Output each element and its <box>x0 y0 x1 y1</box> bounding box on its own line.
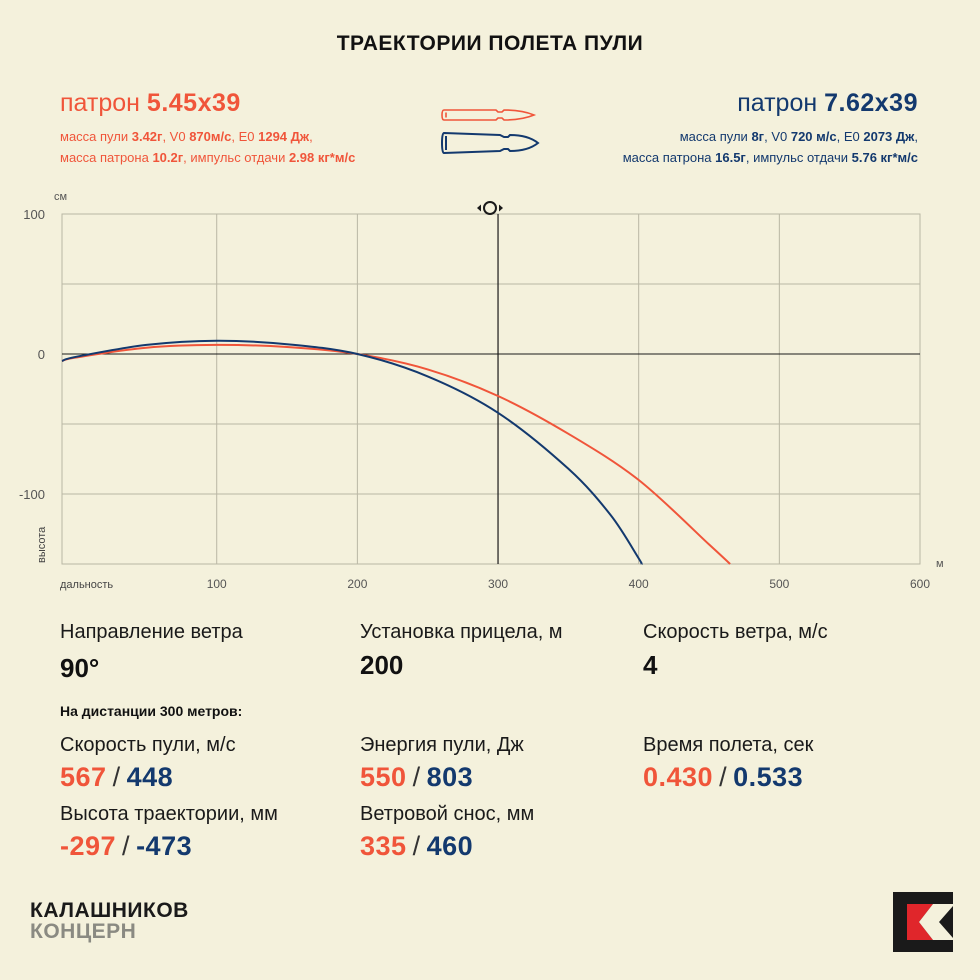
plot-area <box>61 213 921 565</box>
trajectory-line-762 <box>61 339 643 565</box>
trajectory-line-545 <box>61 343 731 565</box>
trajectory-chart: 100 200 300 400 500 600 100 0 -100 см м дальност… <box>19 191 944 591</box>
ammo-545-block: патрон 5.45x39 масса пули 3.42г, V0 870м… <box>60 88 355 168</box>
tick-labels: 100 200 300 400 500 600 100 0 -100 <box>19 207 930 591</box>
y-tick-label-100: 100 <box>23 207 45 222</box>
speed-value-762: 448 <box>126 762 174 792</box>
y-unit-label: см <box>54 191 67 203</box>
cartridge-762-icon <box>440 131 540 155</box>
height-values: -297/-473 <box>60 831 192 862</box>
drift-value-762: 460 <box>426 831 474 861</box>
x-tick-label-100: 100 <box>207 577 227 591</box>
separator: / <box>719 762 728 792</box>
separator: / <box>412 762 421 792</box>
x-tick-label-500: 500 <box>769 577 789 591</box>
ammo-762-specs: масса пули 8г, V0 720 м/с, E0 2073 Дж, м… <box>623 126 918 168</box>
page-title: ТРАЕКТОРИИ ПОЛЕТА ПУЛИ <box>336 32 644 55</box>
ammo-545-spec-line2: масса патрона 10.2г, импульс отдачи 2.98… <box>60 150 356 165</box>
separator: / <box>412 831 421 861</box>
x-tick-label-300: 300 <box>488 577 508 591</box>
time-value-545: 0.430 <box>643 762 714 792</box>
height-value-545: -297 <box>60 831 117 861</box>
speed-value-545: 567 <box>60 762 107 792</box>
energy-values: 550/803 <box>360 762 473 793</box>
sight-setting-label: Установка прицела, м <box>360 621 563 643</box>
x-axis-label: дальность <box>60 579 113 591</box>
target-marker-icon <box>477 201 503 215</box>
speed-values: 567/448 <box>60 762 173 793</box>
brand-wordmark: КАЛАШНИКОВ КОНЦЕРН <box>30 900 189 942</box>
cartridge-545-icon <box>441 109 537 121</box>
x-tick-label-600: 600 <box>910 577 930 591</box>
y-tick-label--100: -100 <box>19 487 45 502</box>
ammo-545-title: патрон 5.45x39 <box>60 88 355 118</box>
series-layer <box>61 339 731 565</box>
ammo-762-spec-line2: масса патрона 16.5г, импульс отдачи 5.76… <box>622 150 918 165</box>
height-value-762: -473 <box>136 831 193 861</box>
sight-setting-value: 200 <box>360 650 404 680</box>
wind-direction-value: 90° <box>60 653 100 683</box>
drift-label: Ветровой снос, мм <box>360 803 535 825</box>
energy-label: Энергия пули, Дж <box>360 734 524 756</box>
y-tick-label-0: 0 <box>38 347 45 362</box>
kalashnikov-logo-icon <box>893 892 953 952</box>
cartridges-icon-group <box>440 109 540 155</box>
separator: / <box>122 831 131 861</box>
ammo-762-prefix: патрон <box>737 89 818 117</box>
drift-values: 335/460 <box>360 831 473 862</box>
height-label: Высота траектории, мм <box>60 803 278 825</box>
x-tick-label-200: 200 <box>347 577 367 591</box>
ammo-762-title: патрон 7.62x39 <box>623 88 918 118</box>
brand-line1: КАЛАШНИКОВ <box>30 899 189 922</box>
ammo-545-prefix: патрон <box>60 89 140 117</box>
grid-horizontal <box>62 283 920 495</box>
x-tick-label-400: 400 <box>629 577 649 591</box>
ammo-762-block: патрон 7.62x39 масса пули 8г, V0 720 м/с… <box>623 88 918 168</box>
ammo-545-spec-line1: масса пули 3.42г, V0 870м/с, E0 1294 Дж, <box>60 129 313 144</box>
time-label: Время полета, сек <box>643 734 814 756</box>
ammo-762-spec-line1: масса пули 8г, V0 720 м/с, E0 2073 Дж, <box>679 129 918 144</box>
drift-value-545: 335 <box>360 831 407 861</box>
speed-label: Скорость пули, м/с <box>60 734 236 756</box>
ammo-762-name: 7.62x39 <box>824 89 918 117</box>
time-values: 0.430/0.533 <box>643 762 803 793</box>
y-axis-label: высота <box>36 526 48 563</box>
wind-speed-label: Скорость ветра, м/с <box>643 621 828 643</box>
x-unit-label: м <box>936 558 944 570</box>
distance-note: На дистанции 300 метров: <box>60 703 243 719</box>
ammo-545-specs: масса пули 3.42г, V0 870м/с, E0 1294 Дж,… <box>60 126 355 168</box>
ammo-545-name: 5.45x39 <box>146 89 241 117</box>
time-value-762: 0.533 <box>733 762 804 792</box>
wind-direction-label: Направление ветра <box>60 621 243 643</box>
energy-value-762: 803 <box>426 762 474 792</box>
brand-line2: КОНЦЕРН <box>30 920 137 943</box>
wind-speed-value: 4 <box>643 650 658 680</box>
energy-value-545: 550 <box>360 762 407 792</box>
grid-vertical <box>216 214 921 564</box>
separator: / <box>112 762 121 792</box>
